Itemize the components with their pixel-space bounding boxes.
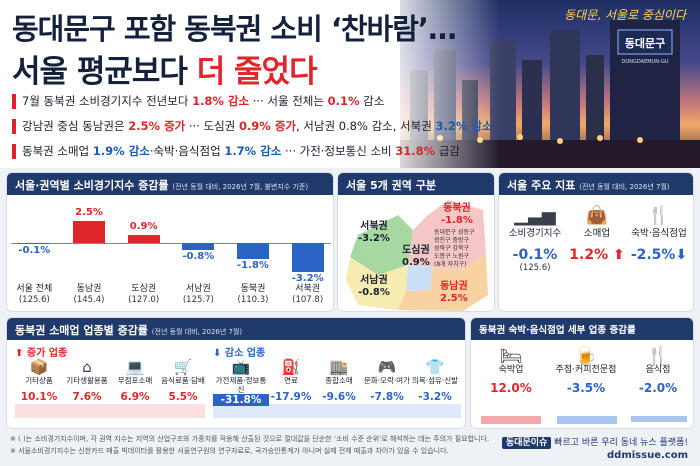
sector-restaurant: 🍴 음식점 -2.0% [627,346,689,396]
page-title: 동대문구 포함 동북권 소비 ‘찬바람’… [12,12,457,46]
indicator-retail: 👜 소매업 1.2% ⬆ [569,205,625,264]
map-label-northeast: 동북권 -1.8% [441,203,473,226]
map-region-northwest [350,215,413,275]
indicator-food: 🍴 숙박·음식점업 -2.5%⬇ [627,205,691,264]
bar [127,234,160,243]
sector-other-goods: 📦 기타상품 10.1% [11,358,67,403]
gamepad-icon: 🎮 [377,358,397,376]
footnote-1: ※ ( )는 소비경기지수이며, 각 권역 지수는 지역의 산업구조와 가중치를… [10,435,490,443]
increase-tag: ⬆ 증가 업종 [15,348,68,359]
indicator-consumption: ▁▃▅ 소비경기지수 -0.1% (125.6) [503,205,567,274]
category-label: 서울 전체 [16,284,53,294]
category-label: 서남권 [185,284,211,294]
zero-axis [11,243,331,244]
bar-value-label: -3.2% [291,272,324,284]
bullet-3: 동북권 소매업 1.9% 감소·숙박·음식점업 1.7% 감소 ··· 가전·정… [12,144,460,159]
house-icon: ⌂ [82,358,92,376]
index-value-label: (127.0) [128,295,160,305]
decrease-tag: ⬇ 감소 업종 [213,348,266,359]
fork-knife-icon: 🍴 [647,205,671,226]
page-subtitle: 서울 평균보다 더 줄었다 [12,54,318,90]
sector-general-retail: 🏬 종합소매 -9.6% [311,358,367,403]
sector-electronics: 📺 가전제품·정보통신 -31.8% [213,358,269,406]
shopping-bag-icon: 👜 [585,205,609,226]
bullet-2: 강남권 중심 동남권은 2.5% 증가 ··· 도심권 0.9% 증가, 서남권… [12,119,493,134]
bar-chart: -0.1% 서울 전체 (125.6) 2.5% 동남권 (145.4) 0.9% 도심권 (1… [7,195,333,311]
shirt-icon: 👕 [425,358,445,376]
regional-chart-panel: 서울·권역별 소비경기지수 증감률 (전년 동월 대비, 2026년 7월, 불… [6,172,334,312]
fork-knife-icon: 🍴 [646,346,670,367]
sector-fuel: ⛽ 연료 -17.9% [263,358,319,403]
category-label: 동남권 [76,284,102,294]
bed-icon: 🛏 [499,346,523,367]
sector-lodging: 🛏 숙박업 12.0% [479,346,543,396]
food-lodging-panel: 동북권 숙박·음식점업 세부 업종 증감률 🛏 숙박업 12.0% 🍺 주점·커피전문… [470,317,694,429]
index-value-label: (110.3) [237,295,269,305]
panel-title: 동북권 소매업 업종별 증감률 (전년 동월 대비, 2026년 7월) [7,318,465,340]
bar-value-label: 0.9% [129,220,158,232]
retail-sectors-panel: 동북권 소매업 업종별 증감률 (전년 동월 대비, 2026년 7월) ⬆ 증… [6,317,466,429]
map-region-northeast [408,200,486,270]
store-icon: 🏬 [329,358,349,376]
category-label: 도심권 [131,284,157,294]
map-label-downtown: 도심권 0.9% [402,245,430,268]
map-region-southeast [398,255,488,311]
arrow-down-icon: ⬇ [213,348,222,359]
bar-value-label: 2.5% [75,206,103,218]
arrow-up-icon: ⬆ [15,348,24,359]
site-url: ddmissue.com [607,450,688,461]
seoul-indicators-panel: 서울 주요 지표 (전년 동월 대비, 2026년 7월) ▁▃▅ 소비경기지수… [498,172,694,312]
map-label-northwest: 서북권 -3.2% [358,221,390,244]
index-value-label: (125.6) [18,295,50,305]
header: 동대문구 DONGDAEMUN-GU 동대문, 서울로 중심이다 동대문구 포함… [0,0,700,168]
region-map-panel: 서울 5개 권역 구분 동북권 -1.8% 동대문구 성동구 광진구 중랑구 성북구 … [337,172,495,312]
tv-icon: 📺 [231,358,251,376]
bar [18,243,51,244]
bar-chart-icon: ▁▃▅ [514,205,556,226]
seoul-map [346,200,488,311]
sector-household: ⌂ 기타생활용품 7.6% [59,358,115,403]
bar-value-label: -1.8% [237,260,269,272]
bar [237,243,269,260]
map-label-southeast: 동남권 2.5% [440,281,468,304]
fuel-icon: ⛽ [281,358,301,376]
box-icon: 📦 [29,358,49,376]
index-value-label: (145.4) [73,295,105,305]
laptop-icon: 💻 [125,358,145,376]
sector-apparel: 👕 의복·섬유·신발 -3.2% [407,358,463,403]
bar [182,243,215,251]
district-list: 동대문구 성동구 광진구 중랑구 성북구 강북구 도봉구 노원구 (8개 자치구) [434,229,475,268]
map-label-southwest: 서남권 -0.8% [358,275,390,298]
brand: 동대문이슈 빠르고 바른 우리 동네 뉴스 플랫폼! [501,435,688,449]
bar-value-label: -0.1% [18,244,51,256]
slogan: 동대문, 서울로 중심이다 [564,8,686,22]
cart-icon: 🛒 [173,358,193,376]
beer-icon: 🍺 [574,346,598,367]
panel-title: 서울·권역별 소비경기지수 증감률 (전년 동월 대비, 2026년 7월, 불… [7,173,333,195]
sector-bar-cafe: 🍺 주점·커피전문점 -3.5% [551,346,621,396]
index-value-label: (107.8) [292,295,324,305]
index-value-label: (125.7) [182,295,214,305]
photo-sign: 동대문구 [625,36,665,50]
bullet-1: 7월 동북권 소비경기지수 전년보다 1.8% 감소 ··· 서울 전체는 0.… [12,94,384,109]
sector-leisure: 🎮 문화·오락·여가 -7.8% [359,358,415,403]
category-label: 동북권 [240,284,266,294]
panel-title: 서울 주요 지표 (전년 동월 대비, 2026년 7월) [499,173,693,195]
map-region-southwest [346,257,408,310]
sector-food-tobacco: 🛒 음식료품·담배 5.5% [155,358,211,403]
arrow-up-icon: ⬆ [612,247,625,263]
bar [291,243,324,272]
photo-sign-en: DONGDAEMUN-GU [622,59,669,65]
panel-title: 동북권 숙박·음식점업 세부 업종 증감률 [471,318,693,340]
bar-value-label: -0.8% [182,251,215,263]
footnote-2: ※ 서울소비경기지수는 신한카드 매출 빅데이터를 활용한 서울연구원의 연구자… [10,447,449,455]
panel-title: 서울 5개 권역 구분 [338,173,494,195]
arrow-down-icon: ⬇ [675,247,688,263]
category-label: 서북권 [295,284,321,294]
map-region-downtown [406,265,433,291]
sector-nonstore: 💻 무점포소매 6.9% [107,358,163,403]
bar [73,220,105,243]
